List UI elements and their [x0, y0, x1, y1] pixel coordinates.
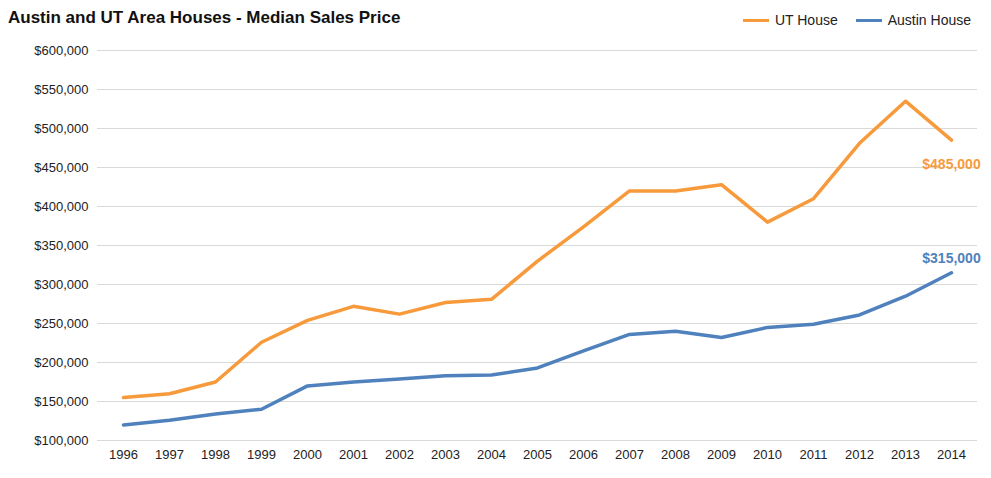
svg-text:2004: 2004 [477, 447, 506, 462]
svg-text:$500,000: $500,000 [34, 121, 88, 136]
svg-text:$250,000: $250,000 [34, 316, 88, 331]
svg-text:2003: 2003 [431, 447, 460, 462]
html-text:UT House: UT House [774, 12, 838, 28]
svg-text:2005: 2005 [523, 447, 552, 462]
svg-text:1999: 1999 [247, 447, 276, 462]
svg-text:2001: 2001 [339, 447, 368, 462]
svg-text:2007: 2007 [615, 447, 644, 462]
svg-text:2009: 2009 [707, 447, 736, 462]
svg-text:$450,000: $450,000 [34, 160, 88, 175]
svg-text:2006: 2006 [569, 447, 598, 462]
svg-text:$550,000: $550,000 [34, 82, 88, 97]
svg-text:1996: 1996 [109, 447, 138, 462]
svg-text:$150,000: $150,000 [34, 394, 88, 409]
svg-text:1998: 1998 [201, 447, 230, 462]
svg-text:$400,000: $400,000 [34, 199, 88, 214]
html-text:Austin and UT Area Houses - Me: Austin and UT Area Houses - Median Sales… [8, 8, 401, 27]
svg-text:2000: 2000 [293, 447, 322, 462]
svg-text:2010: 2010 [753, 447, 782, 462]
svg-text:2011: 2011 [800, 447, 828, 462]
svg-text:$315,000: $315,000 [922, 250, 981, 266]
svg-text:$300,000: $300,000 [34, 277, 88, 292]
svg-text:2002: 2002 [385, 447, 414, 462]
svg-text:$200,000: $200,000 [34, 355, 88, 370]
svg-text:$485,000: $485,000 [922, 156, 981, 172]
svg-text:2008: 2008 [661, 447, 690, 462]
svg-text:$600,000: $600,000 [34, 43, 88, 58]
svg-text:$350,000: $350,000 [34, 238, 88, 253]
svg-text:2013: 2013 [891, 447, 920, 462]
html-text:Austin House: Austin House [887, 12, 971, 28]
svg-text:2014: 2014 [937, 447, 966, 462]
svg-text:2012: 2012 [845, 447, 874, 462]
svg-text:$100,000: $100,000 [34, 433, 88, 448]
svg-text:1997: 1997 [155, 447, 184, 462]
